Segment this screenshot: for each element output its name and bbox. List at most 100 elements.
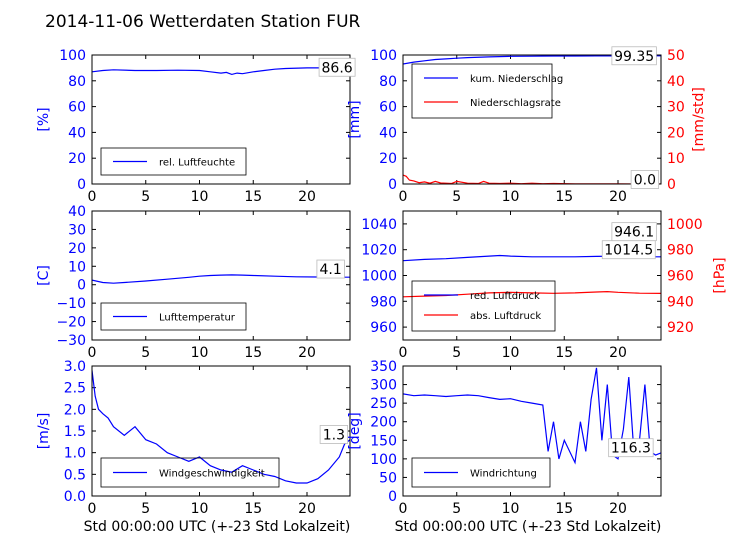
x-tick-label: 5 xyxy=(452,501,461,517)
annotation-value: 0.0 xyxy=(634,172,656,188)
y-axis-label: [mm] xyxy=(347,100,363,138)
legend-entry: kum. Niederschlag xyxy=(470,74,563,85)
y-tick-label: 60 xyxy=(379,100,397,116)
legend-entry: rel. Luftfeuchte xyxy=(159,158,235,169)
figure: 2014-11-06 Wetterdaten Station FUR 0 5 10… xyxy=(0,0,736,552)
x-tick-label: 10 xyxy=(502,345,520,361)
x-tick-label: 0 xyxy=(88,189,97,205)
panel-temperature: 0 5 10 15 20 −30 −20 −10 0 10 20 30 40 [C] Lufttempera… xyxy=(36,204,350,361)
y-axis-label: [%] xyxy=(36,107,52,131)
y-tick-label: 100 xyxy=(370,48,397,64)
x-tick-label: 15 xyxy=(244,501,262,517)
y-tick-label: 0 xyxy=(77,278,86,294)
x-tick-label: 15 xyxy=(244,345,262,361)
y-axis-label: [C] xyxy=(36,265,52,286)
series-line-0 xyxy=(92,370,350,483)
x-tick-label: 0 xyxy=(399,189,408,205)
y-tick-label: 20 xyxy=(379,151,397,167)
y-tick-label: 80 xyxy=(379,74,397,90)
y-tick-label-right: 980 xyxy=(667,243,694,259)
x-tick-label: 5 xyxy=(452,189,461,205)
y-tick-label: 1040 xyxy=(361,217,397,233)
annotation-value: 1.3 xyxy=(323,427,345,443)
y-axis-label: [m/s] xyxy=(36,413,52,450)
legend-entry: red. Luftdruck xyxy=(470,291,540,302)
annotation-value: 99.35 xyxy=(614,49,654,65)
y-tick-label: 250 xyxy=(370,396,397,412)
annotation-value: 946.1 xyxy=(614,225,654,241)
legend-entry: Lufttemperatur xyxy=(159,313,236,324)
legend-entry: Windrichtung xyxy=(470,469,537,480)
y-tick-label-right: 920 xyxy=(667,320,694,336)
annotation-value: 86.6 xyxy=(322,60,353,76)
x-tick-label: 5 xyxy=(141,345,150,361)
x-tick-label: 15 xyxy=(555,501,573,517)
y-tick-label: 2.5 xyxy=(64,381,86,397)
panel-pressure: 0 5 10 15 2096098010001020104092094096098010… xyxy=(361,211,728,361)
y-tick-label: 1.5 xyxy=(64,424,86,440)
y-tick-label: 0.5 xyxy=(64,467,86,483)
panel-wind-direction: 0 5 10 15 20050100150200250300350[deg]Std 00… xyxy=(347,359,661,535)
y-tick-label-right: 0 xyxy=(667,177,676,193)
x-tick-label: 15 xyxy=(555,345,573,361)
legend-entry: Windgeschwindigkeit xyxy=(159,469,265,480)
y-axis-label-right: [hPa] xyxy=(712,257,728,293)
y-tick-label: 30 xyxy=(68,222,86,238)
legend-entry: abs. Luftdruck xyxy=(470,311,541,322)
y-tick-label-right: 940 xyxy=(667,294,694,310)
series-line-1 xyxy=(403,175,661,184)
x-tick-label: 15 xyxy=(555,189,573,205)
y-tick-label: −20 xyxy=(56,315,86,331)
y-tick-label: 100 xyxy=(370,452,397,468)
y-tick-label: 20 xyxy=(68,241,86,257)
x-tick-label: 0 xyxy=(399,501,408,517)
y-axis-label: [deg] xyxy=(347,412,363,449)
y-tick-label: 980 xyxy=(370,294,397,310)
y-tick-label: 2.0 xyxy=(64,402,86,418)
series-line-0 xyxy=(92,275,350,283)
x-tick-label: 0 xyxy=(399,345,408,361)
legend-box xyxy=(412,64,552,118)
y-tick-label: 40 xyxy=(379,125,397,141)
x-axis-label: Std 00:00:00 UTC (+-23 Std Lokalzeit) xyxy=(84,519,351,535)
y-tick-label: 1.0 xyxy=(64,446,86,462)
y-tick-label: 0 xyxy=(388,177,397,193)
y-tick-label-right: 30 xyxy=(667,100,685,116)
annotation-value: 4.1 xyxy=(320,262,342,278)
y-tick-label-right: 10 xyxy=(667,151,685,167)
y-tick-label: 960 xyxy=(370,320,397,336)
y-tick-label: 80 xyxy=(68,74,86,90)
y-tick-label: 60 xyxy=(68,100,86,116)
y-tick-label: 40 xyxy=(68,125,86,141)
y-tick-label: −10 xyxy=(56,296,86,312)
annotation-value: 1014.5 xyxy=(604,243,653,259)
x-tick-label: 0 xyxy=(88,345,97,361)
panel-wind-speed: 0 5 10 15 20 0.0 0.5 1.0 1.5 2.0 2.5 3.0 [m/s] Std 00… xyxy=(36,359,350,535)
y-tick-label-right: 50 xyxy=(667,48,685,64)
y-axis-label-right: [mm/std] xyxy=(691,87,707,152)
x-tick-label: 5 xyxy=(141,189,150,205)
x-tick-label: 5 xyxy=(452,345,461,361)
x-tick-label: 10 xyxy=(502,189,520,205)
legend-entry: Niederschlagsrate xyxy=(470,98,561,109)
series-line-0 xyxy=(92,68,350,75)
x-tick-label: 5 xyxy=(141,501,150,517)
y-tick-label: 200 xyxy=(370,415,397,431)
y-tick-label: 3.0 xyxy=(64,359,86,375)
figure-title: 2014-11-06 Wetterdaten Station FUR xyxy=(45,12,361,32)
x-tick-label: 20 xyxy=(609,501,627,517)
x-tick-label: 20 xyxy=(298,501,316,517)
x-tick-label: 10 xyxy=(191,189,209,205)
y-tick-label: 300 xyxy=(370,378,397,394)
y-tick-label: 10 xyxy=(68,259,86,275)
y-tick-label: 100 xyxy=(59,48,86,64)
x-tick-label: 20 xyxy=(609,345,627,361)
x-tick-label: 20 xyxy=(298,345,316,361)
y-tick-label-right: 40 xyxy=(667,74,685,90)
y-tick-label: 350 xyxy=(370,359,397,375)
y-tick-label: 150 xyxy=(370,433,397,449)
y-tick-label-right: 20 xyxy=(667,125,685,141)
y-tick-label: 40 xyxy=(68,204,86,220)
x-axis-label: Std 00:00:00 UTC (+-23 Std Lokalzeit) xyxy=(395,519,662,535)
panel-precipitation: 0 5 10 15 2002040608010001020304050[mm] [mm/s… xyxy=(347,47,707,205)
